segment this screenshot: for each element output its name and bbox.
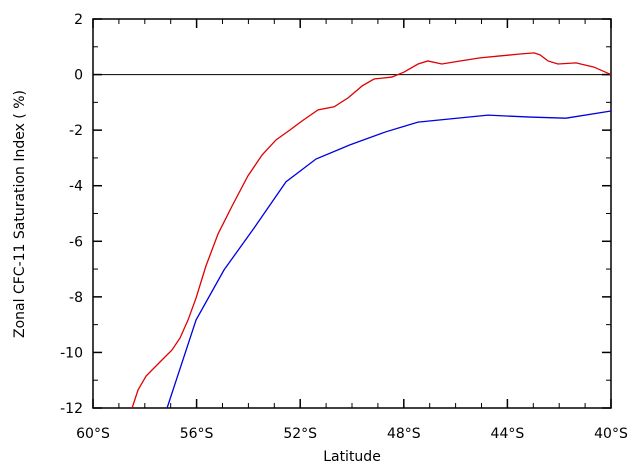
x-tick-label: 40°S: [594, 426, 628, 442]
x-tick-label: 52°S: [283, 426, 317, 442]
y-tick-label: -8: [69, 290, 83, 306]
data-line: [166, 110, 612, 409]
y-axis-label: Zonal CFC-11 Saturation Index ( %): [12, 90, 28, 338]
x-tick-label: 48°S: [387, 426, 421, 442]
y-tick-label: 2: [74, 12, 83, 28]
data-line: [131, 52, 612, 409]
y-tick-label: -12: [60, 401, 83, 417]
x-axis-label: Latitude: [323, 449, 381, 465]
x-tick-label: 44°S: [491, 426, 525, 442]
plot-frame: [92, 18, 612, 409]
y-tick-label: -4: [69, 179, 83, 195]
y-tick-label: -6: [69, 234, 83, 250]
y-tick-label: -2: [69, 123, 83, 139]
y-tick-label: 0: [74, 68, 83, 84]
y-tick-label: -10: [60, 345, 83, 361]
x-tick-label: 56°S: [180, 426, 214, 442]
x-tick-label: 60°S: [76, 426, 110, 442]
